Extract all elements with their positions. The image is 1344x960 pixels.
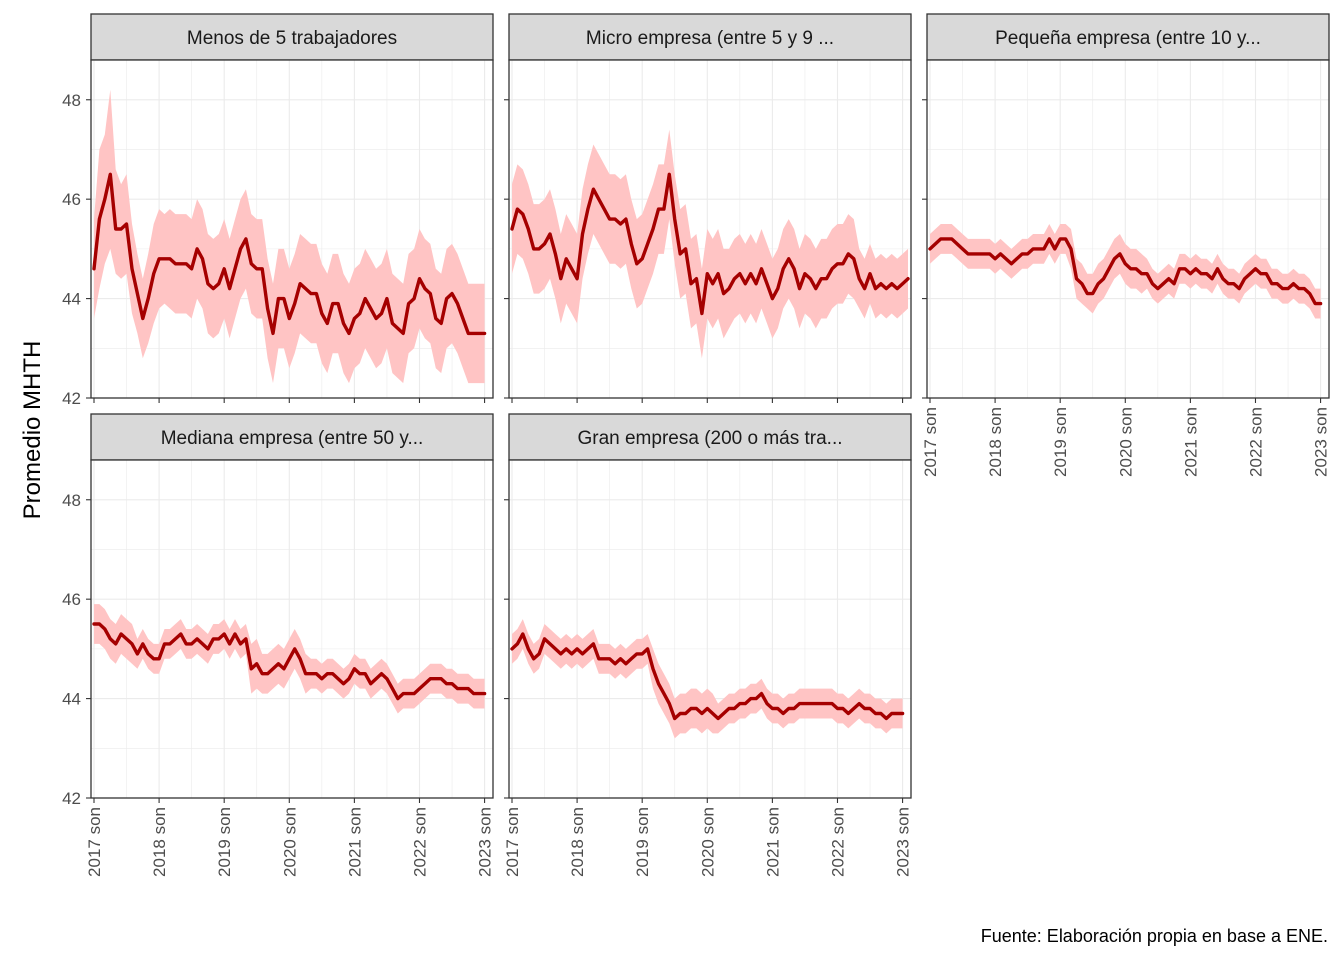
panel: Micro empresa (entre 5 y 9 ... [504,13,912,403]
panel-strip [508,413,912,461]
panel-title: Mediana empresa (entre 50 y... [161,428,424,449]
confidence-band [94,89,485,384]
panel-border [90,459,494,799]
y-tick-label: 46 [62,190,81,209]
confidence-band [512,129,908,359]
x-tick-label: 2019 son [633,807,652,877]
y-tick-label: 46 [62,590,81,609]
panel: Menos de 5 trabajadores 42 44 46 48 [62,13,494,408]
panel-border [90,59,494,399]
y-tick-label: 42 [62,789,81,808]
x-tick-label: 2022 son [1247,407,1266,477]
mean-line [928,237,1323,306]
x-tick-label: 2021 son [345,807,364,877]
panels: Menos de 5 trabajadores 42 44 46 48 Micro emp… [62,13,1331,877]
caption: Fuente: Elaboración propia en base a ENE… [981,926,1328,946]
panel-title: Pequeña empresa (entre 10 y... [995,28,1261,49]
x-tick-label: 2020 son [698,807,717,877]
x-tick-label: 2020 son [280,807,299,877]
panel-title: Micro empresa (entre 5 y 9 ... [586,28,834,49]
x-tick-label: 2019 son [1051,407,1070,477]
confidence-band [512,619,903,739]
panel-strip [926,13,1330,61]
x-tick-label: 2020 son [1116,407,1135,477]
x-tick-label: 2018 son [150,807,169,877]
x-tick-label: 2017 son [503,807,522,877]
mean-line [510,172,910,316]
x-tick-label: 2022 son [411,807,430,877]
x-tick-label: 2018 son [986,407,1005,477]
x-tick-label: 2017 son [85,807,104,877]
x-tick-label: 2023 son [894,807,913,877]
confidence-band [930,224,1321,319]
x-tick-label: 2022 son [829,807,848,877]
mean-line [92,622,487,701]
panel-strip [90,413,494,461]
panel: Pequeña empresa (entre 10 y... 2017 son 20… [921,13,1331,477]
mean-line [510,632,905,721]
mean-line [92,172,487,336]
panel-title: Gran empresa (200 o más tra... [577,428,842,449]
panel-border [508,59,912,399]
panel: Mediana empresa (entre 50 y... 42 44 46 48 20… [62,413,495,877]
y-tick-label: 48 [62,491,81,510]
x-tick-label: 2021 son [763,807,782,877]
x-tick-label: 2021 son [1181,407,1200,477]
x-tick-label: 2017 son [921,407,940,477]
plot-area [91,460,493,798]
panel-title: Menos de 5 trabajadores [187,28,397,49]
panel-strip [508,13,912,61]
plot-area [509,460,911,798]
panel-strip [90,13,494,61]
x-tick-label: 2023 son [1312,407,1331,477]
y-tick-label: 44 [62,290,81,309]
y-tick-label: 48 [62,91,81,110]
panel: Gran empresa (200 o más tra... 2017 son 20… [503,413,913,877]
panel-border [508,459,912,799]
panel-border [926,59,1330,399]
x-tick-label: 2019 son [215,807,234,877]
y-axis-label: Promedio MHTH [19,341,46,520]
y-tick-label: 44 [62,690,81,709]
y-tick-label: 42 [62,389,81,408]
x-tick-label: 2018 son [568,807,587,877]
x-tick-label: 2023 son [476,807,495,877]
plot-area [927,60,1329,398]
